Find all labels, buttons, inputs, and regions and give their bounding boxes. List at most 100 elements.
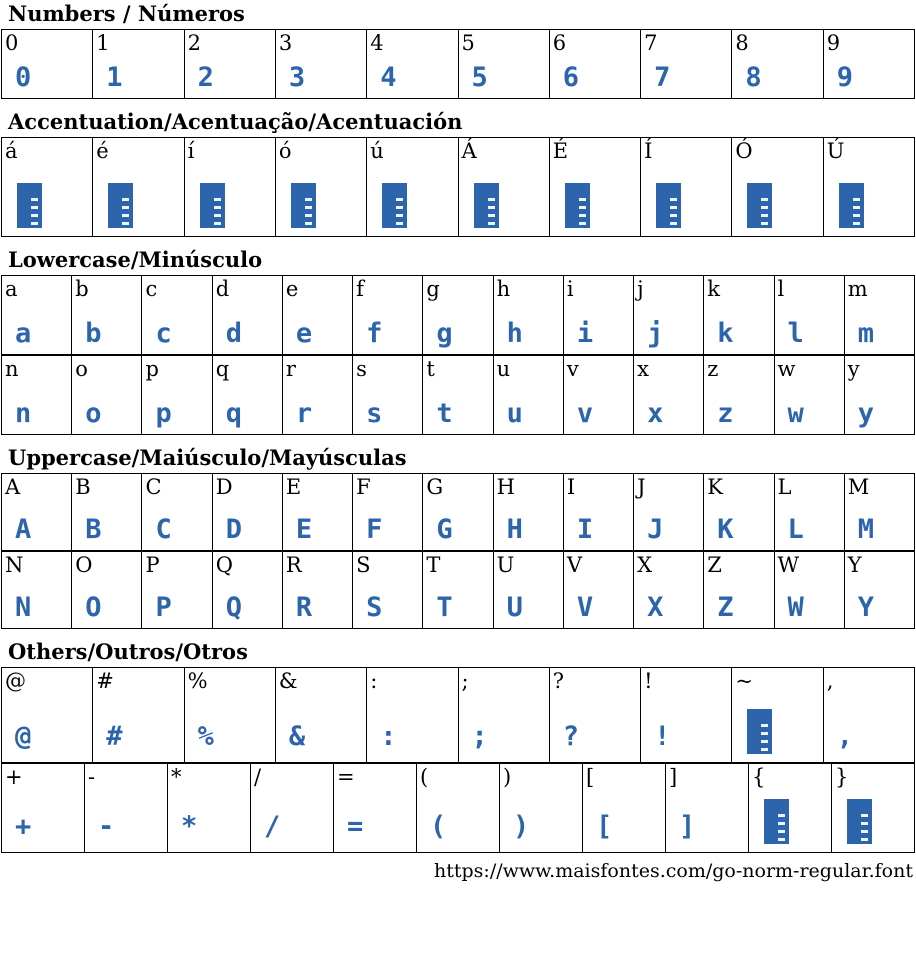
font-glyph: Q xyxy=(225,592,242,624)
glyph-cell: é xyxy=(93,138,185,238)
font-glyph: L xyxy=(787,514,804,546)
reference-character: * xyxy=(171,765,182,790)
font-glyph: q xyxy=(225,398,242,430)
font-glyph: T xyxy=(436,592,453,624)
missing-glyph-box xyxy=(838,183,864,229)
font-glyph: D xyxy=(225,514,242,546)
glyph-cell: + + xyxy=(2,764,85,854)
glyph-cell: ú xyxy=(367,138,459,238)
reference-character: & xyxy=(278,669,298,694)
reference-character: D xyxy=(215,475,233,500)
reference-character: f xyxy=(356,277,364,302)
font-glyph: ) xyxy=(513,811,530,843)
font-glyph: g xyxy=(436,318,453,350)
reference-character: X xyxy=(637,553,653,578)
missing-glyph-box xyxy=(382,183,408,229)
font-glyph: + xyxy=(15,811,32,843)
section-title-others: Others/Outros/Otros xyxy=(8,639,248,665)
reference-character: E xyxy=(285,475,302,500)
reference-character: ) xyxy=(503,765,512,790)
glyph-cell: } xyxy=(832,764,915,854)
missing-glyph-box xyxy=(17,183,42,229)
missing-glyph-box xyxy=(564,183,590,229)
reference-character: { xyxy=(752,765,766,790)
glyph-cell: á xyxy=(2,138,94,238)
reference-character: V xyxy=(566,553,583,578)
font-glyph: ? xyxy=(562,721,580,753)
glyph-cell: @ @ xyxy=(2,668,94,764)
reference-character: 9 xyxy=(826,31,841,56)
font-glyph: E xyxy=(295,514,313,546)
missing-glyph-box xyxy=(656,183,682,229)
reference-character: 4 xyxy=(370,31,384,56)
reference-character: @ xyxy=(5,669,26,694)
glyph-cell: [[ xyxy=(583,764,666,854)
reference-character: é xyxy=(96,139,109,164)
glyph-cell: Á xyxy=(458,138,550,238)
glyph-cell: Ó xyxy=(732,138,824,238)
reference-character: Y xyxy=(847,553,862,578)
specimen-sections: Numbers / Números 0 0 1 1 2 2 3 3 4 4 5 5 6 6 7 7 8 8 9 9 Acc… xyxy=(1,2,915,854)
reference-character: : xyxy=(370,669,378,694)
reference-character: ( xyxy=(420,765,429,790)
reference-character: U xyxy=(496,553,515,578)
reference-character: ] xyxy=(669,765,678,790)
reference-character: 6 xyxy=(552,31,567,56)
font-glyph: z xyxy=(717,398,734,430)
reference-character: c xyxy=(145,277,158,302)
font-glyph: N xyxy=(15,592,32,624)
font-glyph: , xyxy=(836,721,853,753)
glyph-cell: !! xyxy=(641,668,733,764)
reference-character: n xyxy=(5,357,19,382)
font-glyph: i xyxy=(576,318,594,350)
font-glyph: : xyxy=(380,721,397,753)
font-glyph: h xyxy=(506,318,523,350)
font-glyph: W xyxy=(787,592,804,624)
reference-character: h xyxy=(496,277,511,302)
font-glyph: S xyxy=(366,592,383,624)
font-glyph: * xyxy=(181,811,198,843)
font-glyph: 7 xyxy=(654,62,671,94)
glyph-cell: ]] xyxy=(666,764,749,854)
reference-character: H xyxy=(496,475,515,500)
font-glyph: r xyxy=(295,398,313,430)
reference-character: y xyxy=(847,357,860,382)
glyph-cell: %% xyxy=(184,668,276,764)
missing-glyph-box xyxy=(199,183,225,229)
font-glyph: p xyxy=(155,398,172,430)
font-glyph: ! xyxy=(654,721,671,753)
glyph-cell: (( xyxy=(417,764,500,854)
reference-character: ú xyxy=(370,139,384,164)
reference-character: Á xyxy=(461,139,477,164)
font-glyph: B xyxy=(85,514,102,546)
font-glyph: U xyxy=(506,592,523,624)
reference-character: W xyxy=(777,553,800,578)
reference-character: 5 xyxy=(461,31,475,56)
reference-character: F xyxy=(356,475,371,500)
font-glyph: 9 xyxy=(836,62,853,94)
reference-character: a xyxy=(5,277,18,302)
